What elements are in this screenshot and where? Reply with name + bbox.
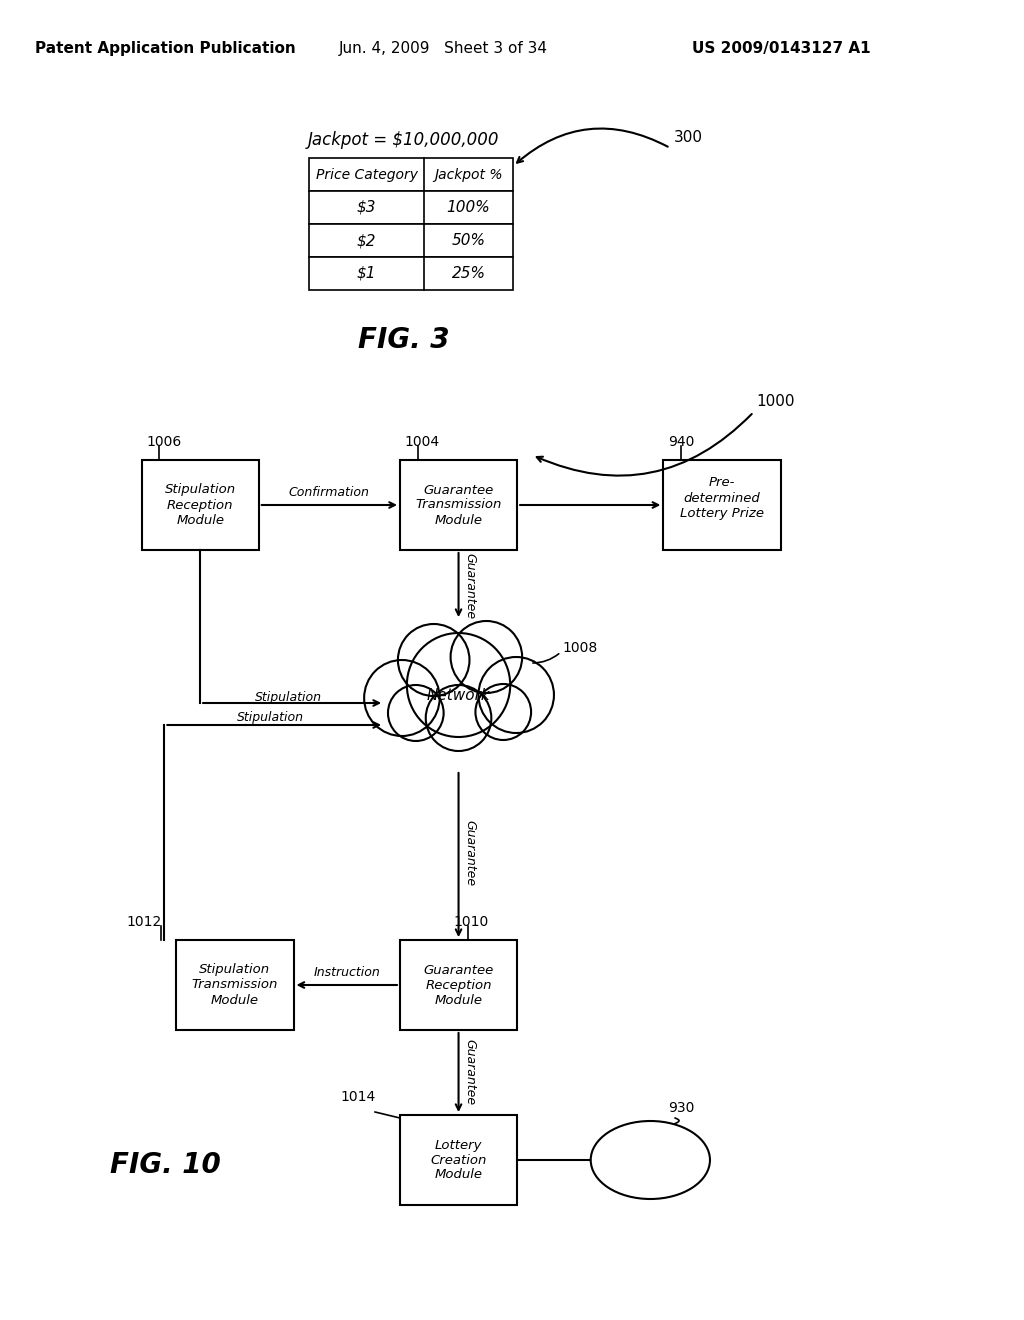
Text: Price Category: Price Category xyxy=(315,168,418,181)
Text: Module: Module xyxy=(434,513,482,527)
Text: Stipulation: Stipulation xyxy=(238,711,304,725)
Text: Module: Module xyxy=(211,994,259,1006)
Text: 300: 300 xyxy=(674,131,703,145)
Text: Jackpot %: Jackpot % xyxy=(434,168,503,181)
Ellipse shape xyxy=(591,1121,710,1199)
Text: 930: 930 xyxy=(669,1101,694,1115)
Text: Stipulation: Stipulation xyxy=(165,483,236,496)
Bar xyxy=(141,459,259,550)
Bar xyxy=(664,459,780,550)
Text: Creation: Creation xyxy=(430,1154,486,1167)
Circle shape xyxy=(398,624,469,696)
Bar xyxy=(309,224,513,257)
Circle shape xyxy=(365,660,439,737)
Text: Confirmation: Confirmation xyxy=(289,486,370,499)
Text: Lottery: Lottery xyxy=(435,1138,482,1151)
Text: Jackpot: Jackpot xyxy=(625,1152,676,1167)
Bar xyxy=(400,940,517,1030)
Text: Guarantee: Guarantee xyxy=(423,483,494,496)
Bar xyxy=(309,257,513,290)
Circle shape xyxy=(478,657,554,733)
Text: 940: 940 xyxy=(669,436,694,449)
Text: Reception: Reception xyxy=(425,978,492,991)
Text: $3: $3 xyxy=(357,201,377,215)
Text: FIG. 3: FIG. 3 xyxy=(358,326,450,354)
Circle shape xyxy=(451,620,522,693)
Text: Instruction: Instruction xyxy=(313,965,380,978)
Circle shape xyxy=(426,685,492,751)
Text: 1008: 1008 xyxy=(563,642,598,655)
Bar xyxy=(400,1115,517,1205)
Text: FIG. 10: FIG. 10 xyxy=(110,1151,221,1179)
Text: 100%: 100% xyxy=(446,201,490,215)
Bar xyxy=(400,459,517,550)
Circle shape xyxy=(388,685,443,741)
Text: Jun. 4, 2009   Sheet 3 of 34: Jun. 4, 2009 Sheet 3 of 34 xyxy=(339,41,548,55)
Text: $2: $2 xyxy=(357,234,377,248)
Text: Transmission: Transmission xyxy=(416,499,502,511)
Bar xyxy=(309,191,513,224)
Text: Transmission: Transmission xyxy=(191,978,279,991)
Text: Guarantee: Guarantee xyxy=(464,553,476,619)
Bar xyxy=(176,940,294,1030)
Text: Guarantee: Guarantee xyxy=(464,821,476,887)
Text: Lottery Prize: Lottery Prize xyxy=(680,507,764,520)
Text: 1010: 1010 xyxy=(454,915,488,929)
Text: Jackpot = $10,000,000: Jackpot = $10,000,000 xyxy=(308,131,500,149)
Text: Stipulation: Stipulation xyxy=(255,690,323,704)
Text: 1000: 1000 xyxy=(757,395,796,409)
Circle shape xyxy=(475,684,531,741)
Bar xyxy=(309,158,513,191)
Text: 1012: 1012 xyxy=(127,915,162,929)
Circle shape xyxy=(407,634,510,737)
Text: determined: determined xyxy=(683,491,760,504)
Text: Module: Module xyxy=(176,513,224,527)
Text: Stipulation: Stipulation xyxy=(200,964,270,977)
Text: Patent Application Publication: Patent Application Publication xyxy=(35,41,296,55)
Text: US 2009/0143127 A1: US 2009/0143127 A1 xyxy=(692,41,870,55)
Text: Module: Module xyxy=(434,1168,482,1181)
Text: Module: Module xyxy=(434,994,482,1006)
Text: Network: Network xyxy=(427,688,490,702)
Text: $1: $1 xyxy=(357,267,377,281)
Text: 1014: 1014 xyxy=(340,1090,376,1104)
Text: 25%: 25% xyxy=(452,267,485,281)
Text: Reception: Reception xyxy=(167,499,233,511)
Text: 50%: 50% xyxy=(452,234,485,248)
Text: 1004: 1004 xyxy=(404,436,440,449)
Text: 1006: 1006 xyxy=(146,436,181,449)
Text: Guarantee: Guarantee xyxy=(464,1039,476,1106)
Text: Guarantee: Guarantee xyxy=(423,964,494,977)
Text: Pre-: Pre- xyxy=(709,477,735,490)
